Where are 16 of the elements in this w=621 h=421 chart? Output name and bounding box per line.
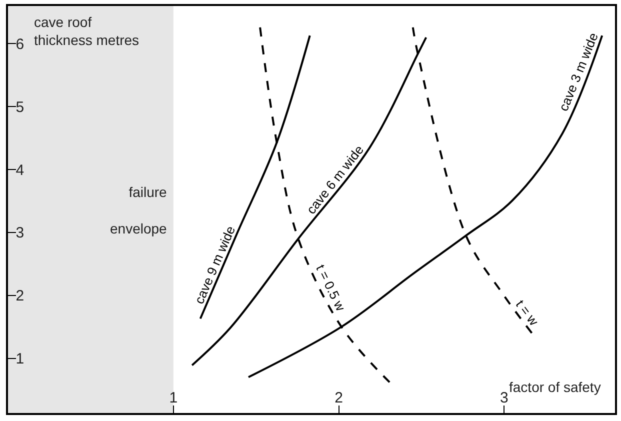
y-tick-label: 4 [16,162,24,179]
text: cave 3 m wide [556,30,601,114]
y-axis-title: cave roof thickness metres [34,14,140,48]
x-tick-label: 2 [334,389,343,406]
x-tick-label: 1 [169,389,178,406]
x-tick-label: 3 [500,389,508,406]
y-tick-label: 5 [16,98,24,116]
y-tick-label: 2 [16,288,24,305]
text: failure envelope [110,184,167,236]
y-tick-label: 1 [16,350,24,368]
y-tick-label: 3 [16,224,24,242]
y-tick-label: 6 [16,36,24,53]
x-axis-title: factor of safety [509,379,601,395]
text: t = w [512,297,542,329]
text: t = 0.5 w [313,262,349,314]
text: cave 9 m wide [191,224,238,306]
